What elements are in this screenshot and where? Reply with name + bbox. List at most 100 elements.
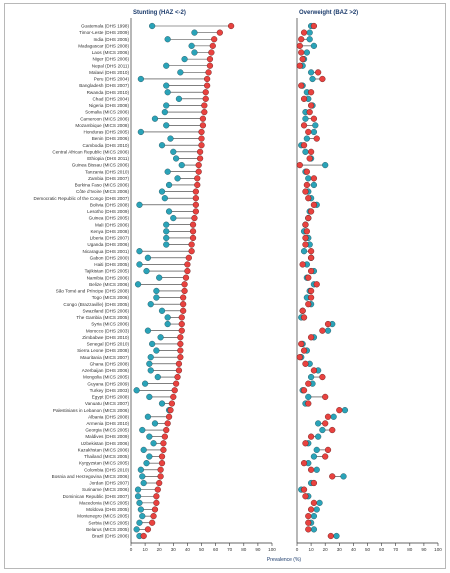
category-label: Chad (DHS 2004) xyxy=(92,96,129,101)
stunting-point-baseline xyxy=(164,168,171,175)
category-label: Palestinians in Lebanon (MICS 2006) xyxy=(53,408,130,413)
stunting-point-baseline xyxy=(151,420,159,427)
stunting-point-baseline xyxy=(146,393,153,401)
overweight-point-main xyxy=(302,234,309,242)
stunting-point-main xyxy=(182,274,190,281)
stunting-point-baseline xyxy=(150,440,157,447)
stunting-point-baseline xyxy=(164,320,171,328)
category-label: Rwanda (DHS 2010) xyxy=(87,90,130,95)
overweight-point-baseline xyxy=(310,42,318,49)
overweight-point-main xyxy=(319,373,326,381)
stunting-point-baseline xyxy=(146,453,153,460)
overweight-point-main xyxy=(308,267,315,275)
overweight-point-baseline xyxy=(324,327,332,334)
overweight-point-main xyxy=(308,287,315,295)
category-label: Côte d'Ivoire (MICS 2006) xyxy=(76,189,129,194)
stunting-point-main xyxy=(178,314,185,321)
category-label: Kazakhstan (MICS 2006) xyxy=(78,447,130,452)
overweight-point-main xyxy=(303,228,310,235)
stunting-point-main xyxy=(194,175,201,182)
overweight-point-main xyxy=(305,128,312,136)
category-label: Dominican Republic (DHS 2007) xyxy=(63,494,130,499)
overweight-x-tick-label: 50 xyxy=(365,547,371,552)
overweight-point-baseline xyxy=(333,532,340,540)
overweight-point-baseline xyxy=(313,506,320,513)
overweight-point-main xyxy=(336,407,343,414)
stunting-point-baseline xyxy=(163,221,170,228)
stunting-point-main xyxy=(188,248,195,255)
stunting-point-main xyxy=(160,446,167,453)
category-label: Guyana (DHS 2009) xyxy=(87,381,129,386)
stunting-point-main xyxy=(192,188,199,195)
overweight-point-main xyxy=(319,75,326,83)
stunting-point-main xyxy=(157,473,164,480)
stunting-point-main xyxy=(164,420,171,427)
stunting-point-baseline xyxy=(147,367,154,374)
category-label: Sierra Leone (DHS 2008) xyxy=(77,348,129,353)
overweight-x-tick-label: 0 xyxy=(296,547,299,552)
stunting-point-baseline xyxy=(156,274,163,281)
overweight-point-main xyxy=(305,400,312,407)
stunting-point-main xyxy=(153,499,160,506)
stunting-point-main xyxy=(196,148,204,155)
stunting-point-baseline xyxy=(149,22,156,30)
stunting-point-baseline xyxy=(163,228,170,235)
stunting-point-baseline xyxy=(188,42,195,49)
stunting-point-baseline xyxy=(140,446,147,453)
stunting-point-baseline xyxy=(137,75,144,83)
overweight-point-baseline xyxy=(303,135,310,142)
overweight-point-main xyxy=(308,102,315,109)
stunting-point-main xyxy=(156,479,163,487)
stunting-point-baseline xyxy=(143,267,150,275)
overweight-point-baseline xyxy=(302,115,309,122)
overweight-point-main xyxy=(305,519,312,526)
overweight-point-main xyxy=(300,314,308,321)
stunting-point-main xyxy=(168,400,175,407)
stunting-point-main xyxy=(170,393,177,401)
overweight-point-main xyxy=(300,460,308,467)
category-label: Colombia (DHS 2010) xyxy=(84,467,129,472)
stunting-point-main xyxy=(180,301,187,308)
overweight-point-main xyxy=(305,301,312,308)
category-label: Maldives (DHS 2009) xyxy=(85,434,129,439)
category-label: Congo (Brazzaville) (DHS 2005) xyxy=(63,302,129,307)
category-label: Cameroon (MICS 2006) xyxy=(80,116,129,121)
category-label: Albania (DHS 2008) xyxy=(88,414,129,419)
stunting-point-main xyxy=(175,367,183,374)
stunting-point-baseline xyxy=(181,56,188,63)
category-label: Bangladesh (DHS 2007) xyxy=(79,83,129,88)
overweight-point-main xyxy=(308,89,315,96)
stunting-point-main xyxy=(205,69,212,76)
overweight-point-main xyxy=(302,241,309,248)
category-label: Macedonia (MICS 2005) xyxy=(79,500,129,505)
category-label: Haiti (DHS 2005) xyxy=(94,262,129,267)
stunting-x-tick-label: 40 xyxy=(185,547,191,552)
stunting-point-main xyxy=(211,36,218,43)
overweight-point-baseline xyxy=(302,148,309,155)
stunting-point-main xyxy=(173,380,180,387)
overweight-point-main xyxy=(306,109,313,116)
category-label: Timor-Leste (DHS 2009) xyxy=(79,30,129,35)
category-label: Mauritania (MICS 2007) xyxy=(80,355,129,360)
category-label: Uzbekistan (DHS 2006) xyxy=(81,441,130,446)
stunting-point-main xyxy=(191,214,198,222)
category-label: Zimbabwe (DHS 2010) xyxy=(82,335,129,340)
category-label: Vanuatu (MICS 2007) xyxy=(85,401,130,406)
overweight-point-main xyxy=(298,82,305,89)
stunting-point-main xyxy=(192,201,199,208)
category-label: Montenegro (MICS 2005) xyxy=(77,514,129,519)
category-label: Liberia (DHS 2007) xyxy=(90,236,130,241)
stunting-point-main xyxy=(177,340,184,348)
overweight-point-main xyxy=(310,175,318,182)
overweight-x-tick-label: 20 xyxy=(323,547,329,552)
category-label: Somalia (MICS 2006) xyxy=(85,110,129,115)
stunting-point-main xyxy=(195,161,202,169)
stunting-x-tick-label: 50 xyxy=(199,547,205,552)
stunting-x-tick-label: 0 xyxy=(130,547,133,552)
stunting-point-main xyxy=(153,493,160,500)
stunting-point-main xyxy=(180,294,187,301)
overweight-point-baseline xyxy=(308,373,315,381)
stunting-point-main xyxy=(157,466,164,473)
stunting-point-baseline xyxy=(144,413,152,420)
overweight-point-main xyxy=(308,506,315,513)
